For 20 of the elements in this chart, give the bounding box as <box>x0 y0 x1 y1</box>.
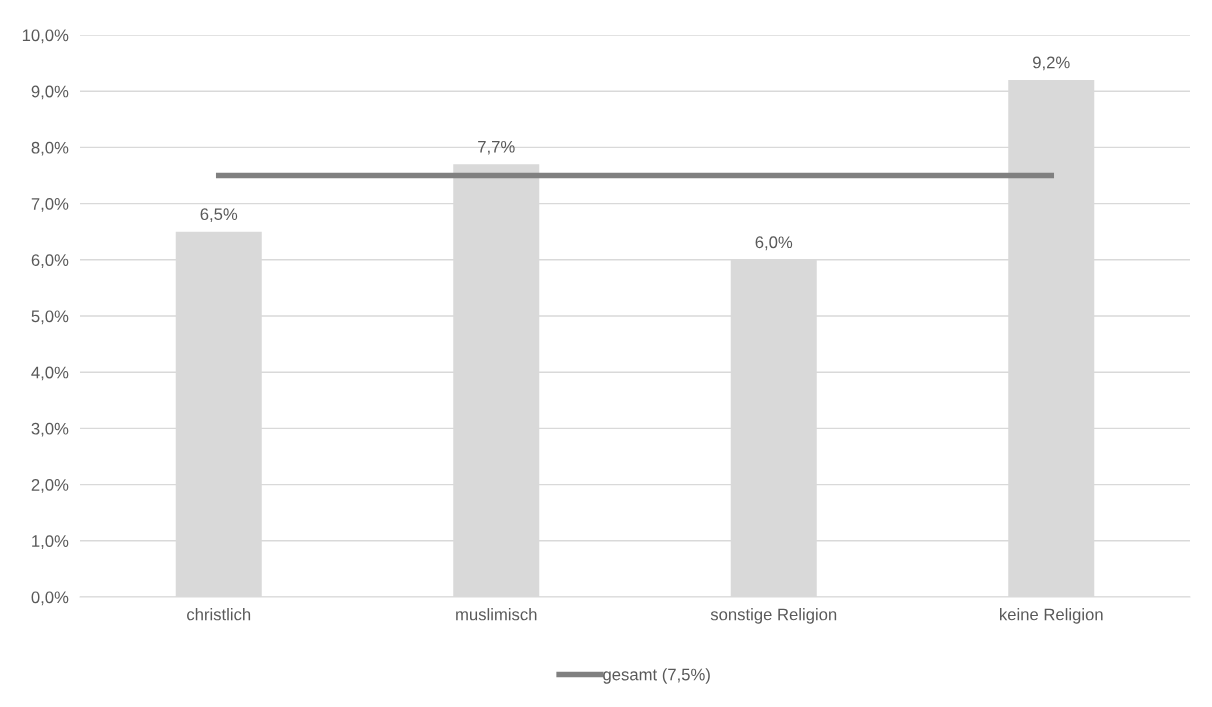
legend-label: gesamt (7,5%) <box>603 668 710 684</box>
y-tick-label: 9,0% <box>31 85 69 100</box>
x-tick-label: keine Religion <box>1000 608 1103 624</box>
y-tick-label: 7,0% <box>31 198 69 212</box>
y-tick-label: 4,0% <box>31 366 69 381</box>
data-label: 9,2% <box>1033 56 1070 71</box>
x-tick-label: christlich <box>187 608 251 621</box>
data-label: 6,5% <box>200 208 238 223</box>
data-label: 6,0% <box>755 236 793 251</box>
data-label: 7,7% <box>478 140 515 155</box>
y-tick-label: 2,0% <box>31 479 69 493</box>
y-tick-label: 8,0% <box>31 141 69 156</box>
y-tick-label: 6,0% <box>31 254 69 268</box>
y-tick-label: 10,0% <box>22 29 69 44</box>
x-tick-label: sonstige Religion <box>710 608 837 624</box>
y-tick-label: 3,0% <box>31 422 69 437</box>
x-tick-label: muslimisch <box>456 608 537 621</box>
y-tick-label: 1,0% <box>32 535 69 549</box>
y-tick-label: 5,0% <box>31 310 69 325</box>
y-tick-label: 0,0% <box>31 591 69 606</box>
